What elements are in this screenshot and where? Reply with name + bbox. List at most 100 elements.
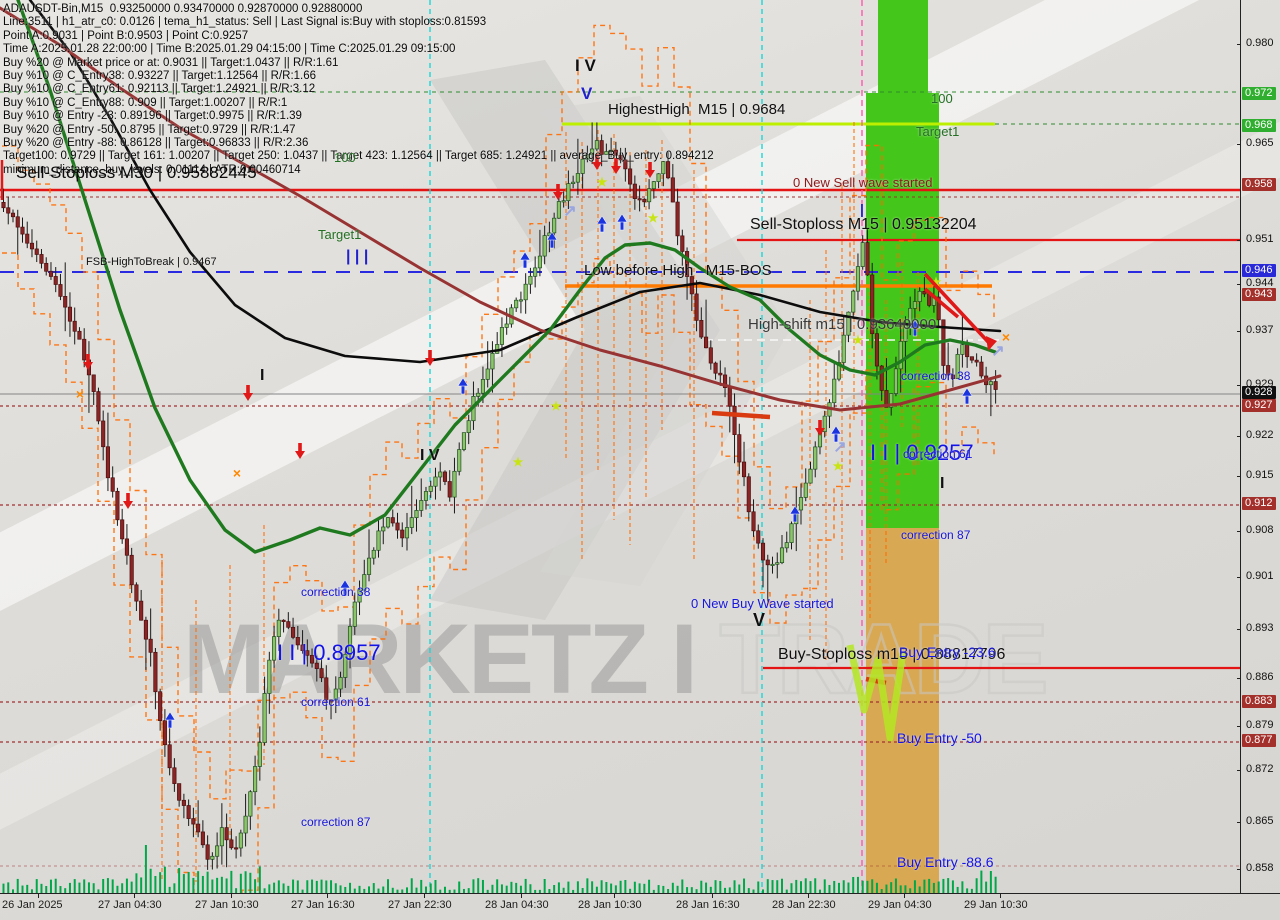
info-line: Buy %10 @ C_Entry61: 0.92113 || Target:1… — [3, 83, 316, 96]
fib100-right-label: 100 — [931, 91, 953, 106]
wave-III-ticks-label: | | | — [346, 248, 369, 265]
buy-arrow-icon — [460, 384, 466, 395]
time-tick — [134, 894, 135, 898]
star-icon: ★ — [551, 399, 562, 413]
target1-right-label: Target1 — [916, 124, 960, 139]
price-label: 0.972 — [1242, 87, 1276, 100]
sell-arrow-icon — [83, 362, 93, 370]
buy-arrow-icon — [599, 222, 605, 233]
sell-arrow-icon — [126, 493, 130, 502]
hollow-arrow-icon: ↗ — [833, 439, 846, 456]
low-before-high-label: Low before High M15-BOS — [584, 262, 772, 279]
price-label: 0.944 — [1246, 277, 1274, 289]
buy-entry-88-label: Buy Entry -88.6 — [897, 854, 994, 870]
price-label: 0.912 — [1242, 497, 1276, 510]
buy-arrow-icon — [596, 215, 608, 225]
correction87-left-label: correction 87 — [301, 815, 371, 829]
red-segment — [711, 410, 771, 420]
time-axis[interactable]: 26 Jan 2025 27 Jan 04:30 27 Jan 10:30 27 Ja… — [0, 893, 1280, 920]
price-label: 0.901 — [1246, 570, 1274, 582]
price-tick — [1237, 436, 1241, 437]
time-label: 28 Jan 16:30 — [676, 899, 740, 911]
price-label: 0.915 — [1246, 469, 1274, 481]
info-line: minimum_distance_buy_levels: 0.01114 | A… — [3, 163, 301, 176]
info-line: Buy %20 @ Entry -88: 0.86128 || Target:0… — [3, 137, 309, 150]
time-label: 26 Jan 2025 — [2, 899, 63, 911]
star-icon: ★ — [853, 333, 864, 347]
ma-black — [28, 0, 1002, 364]
correction87-right-label: correction 87 — [901, 528, 971, 542]
price-label: 0.893 — [1246, 622, 1274, 634]
price-tick — [1237, 476, 1241, 477]
fib-band — [866, 528, 939, 893]
price-label: 0.865 — [1246, 815, 1274, 827]
correction61-right-label: correction 61 — [903, 447, 973, 461]
time-label: 28 Jan 22:30 — [772, 899, 836, 911]
price-label: 0.858 — [1246, 862, 1274, 874]
x-mark-icon: × — [233, 465, 241, 481]
wave-V-blue-label: V — [581, 84, 593, 103]
buy-arrow-icon — [961, 387, 973, 397]
info-line: Target100: 0.9729 || Target 161: 1.00207… — [3, 150, 714, 163]
price-label: 0.879 — [1246, 719, 1274, 731]
star-icon: ★ — [648, 211, 659, 225]
price-tick — [1237, 44, 1241, 45]
price-label: 0.958 — [1242, 178, 1276, 191]
sell-arrow-icon — [298, 443, 302, 452]
price-label: 0.872 — [1246, 763, 1274, 775]
wave-low-left-label: I I | 0.8957 — [277, 640, 381, 665]
wave-IV-mid-label: I V — [420, 447, 440, 464]
sell-stoploss-m15-label: Sell-Stoploss M15 | 0.95132204 — [750, 216, 977, 233]
price-label: 0.928 — [1242, 386, 1276, 399]
price-label: 0.937 — [1246, 324, 1274, 336]
time-label: 28 Jan 04:30 — [485, 899, 549, 911]
hollow-arrow-icon: ↗ — [991, 343, 1004, 360]
time-tick — [521, 894, 522, 898]
price-tick — [1237, 726, 1241, 727]
time-tick — [904, 894, 905, 898]
x-mark-icon: × — [1002, 329, 1010, 345]
price-tick — [1237, 678, 1241, 679]
buy-arrow-icon — [964, 394, 970, 405]
highest-high-label: HighestHigh M15 | 0.9684 — [608, 101, 786, 118]
time-tick — [231, 894, 232, 898]
buy-arrow-icon — [619, 220, 625, 231]
price-label: 0.968 — [1242, 119, 1276, 132]
price-tick — [1237, 822, 1241, 823]
buy-arrow-icon — [616, 213, 628, 223]
time-label: 28 Jan 10:30 — [578, 899, 642, 911]
fib-band — [878, 0, 928, 93]
fib100-left-label: 100 — [334, 150, 356, 165]
new-buy-wave-label: 0 New Buy Wave started — [691, 596, 834, 611]
price-tick — [1237, 144, 1241, 145]
sell-arrow-icon — [595, 154, 599, 163]
sell-arrow-icon — [295, 451, 305, 459]
buy-arrow-icon — [830, 425, 842, 435]
wave-IV-top-label: I V — [575, 56, 596, 75]
time-label: 27 Jan 04:30 — [98, 899, 162, 911]
price-tick — [1237, 869, 1241, 870]
sell-arrow-icon — [611, 166, 621, 174]
time-label: 27 Jan 10:30 — [195, 899, 259, 911]
price-label: 0.927 — [1242, 399, 1276, 412]
time-label: 27 Jan 16:30 — [291, 899, 355, 911]
sell-arrow-icon — [86, 354, 90, 363]
sell-arrow-icon — [123, 501, 133, 509]
price-label: 0.980 — [1246, 37, 1274, 49]
chart-canvas[interactable]: ★★★★★★★×××↗↗↗ — [0, 0, 1240, 893]
info-line: ADAUSDT-Bin,M15 0.93250000 0.93470000 0.… — [3, 3, 363, 15]
high-shift-label: High-shift m15 | 0.93640000 — [748, 316, 937, 333]
ma-brown — [0, 6, 1002, 412]
info-line: Buy %10 @ C_Entry38: 0.93227 || Target:1… — [3, 70, 317, 83]
price-tick — [1237, 770, 1241, 771]
time-label: 27 Jan 22:30 — [388, 899, 452, 911]
buy-arrow-icon — [167, 718, 173, 729]
red-trend-wedge — [923, 272, 993, 347]
watermark-text: MARKETZ I TRADE — [183, 602, 1050, 716]
price-axis[interactable]: 0.980 0.972 0.968 0.965 0.958 0.951 0.946 0.944… — [1237, 0, 1280, 893]
price-label: 0.883 — [1242, 695, 1276, 708]
buy-arrow-icon — [164, 711, 176, 721]
price-tick — [1237, 240, 1241, 241]
lime-logo — [846, 644, 907, 742]
